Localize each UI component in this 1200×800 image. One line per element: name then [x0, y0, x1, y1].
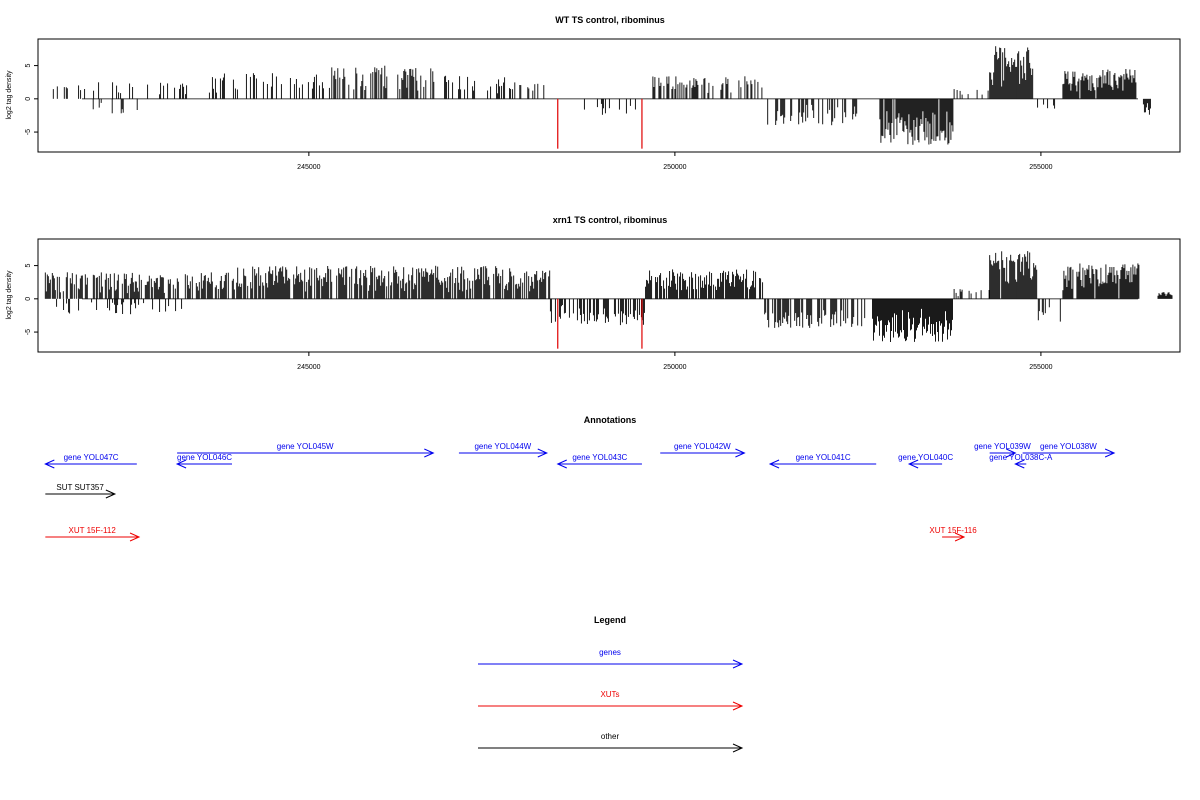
gene-label: gene YOL047C: [64, 453, 119, 462]
xut-label: XUT 15F-112: [69, 526, 117, 535]
y-tick-label: 5: [25, 64, 32, 68]
feature-arrowhead: [1104, 448, 1116, 458]
gene-feature: gene YOL041C: [768, 453, 877, 469]
y-tick-label: 0: [25, 97, 32, 101]
feature-arrowhead: [907, 459, 919, 469]
legend-item-label: other: [601, 732, 620, 741]
legend-item: XUTs: [478, 690, 744, 711]
wt-plot-frame: [37, 38, 1181, 153]
xrn1-panel-title: xrn1 TS control, ribominus: [553, 215, 668, 225]
gene-feature: gene YOL038C-A: [989, 453, 1053, 469]
gene-feature: gene YOL042W: [660, 442, 746, 458]
feature-arrowhead: [732, 659, 744, 669]
gene-label: gene YOL046C: [177, 453, 232, 462]
gene-feature: gene YOL045W: [177, 442, 435, 458]
x-tick-label: 250000: [663, 164, 686, 171]
xrn1-axes: -5 0 5 245000 250000 255000: [25, 264, 1053, 371]
gene-label: gene YOL045W: [277, 442, 334, 451]
legend-title: Legend: [594, 615, 626, 625]
xrn1-density-panel: xrn1 TS control, ribominus log2 tag dens…: [6, 215, 1181, 371]
legend-item-label: XUTs: [600, 690, 619, 699]
x-tick-label: 250000: [663, 364, 686, 371]
xut-label: XUT 15F-116: [929, 526, 977, 535]
legend-item: other: [478, 732, 744, 753]
xut-feature: XUT 15F-112: [45, 526, 141, 542]
feature-arrowhead: [735, 448, 746, 458]
feature-arrowhead: [768, 459, 780, 469]
annotations-track: Annotations gene YOL047C gene YOL046Cgene…: [44, 415, 1116, 542]
feature-arrowhead: [556, 459, 567, 469]
legend-item: genes: [478, 648, 744, 669]
feature-arrowhead: [732, 743, 744, 753]
other-feature: SUT SUT357: [45, 483, 117, 499]
y-tick-label: 5: [25, 264, 32, 268]
feature-arrowhead: [732, 701, 744, 711]
x-tick-label: 245000: [297, 364, 320, 371]
feature-arrowhead: [537, 448, 549, 458]
other-label: SUT SUT357: [56, 483, 104, 492]
gene-feature: gene YOL046C: [175, 453, 232, 469]
feature-arrowhead: [424, 448, 435, 458]
feature-arrowhead: [175, 459, 187, 469]
gene-label: gene YOL043C: [572, 453, 627, 462]
xut-feature: XUT 15F-116: [929, 526, 977, 542]
wt-y-axis-label: log2 tag density: [6, 70, 13, 120]
xrn1-y-axis-label: log2 tag density: [6, 270, 13, 320]
feature-arrowhead: [105, 489, 117, 499]
gene-label: gene YOL038W: [1040, 442, 1097, 451]
wt-panel-title: WT TS control, ribominus: [555, 15, 665, 25]
wt-density-panel: WT TS control, ribominus log2 tag densit…: [6, 15, 1181, 171]
gene-label: gene YOL044W: [474, 442, 531, 451]
y-tick-label: 0: [25, 297, 32, 301]
x-tick-label: 245000: [297, 164, 320, 171]
feature-arrowhead: [954, 532, 966, 542]
feature-arrowhead: [44, 459, 55, 469]
gene-feature: gene YOL038W: [1022, 442, 1116, 458]
gene-feature: gene YOL040C: [898, 453, 953, 469]
gene-label: gene YOL040C: [898, 453, 953, 462]
feature-arrowhead: [1014, 459, 1025, 469]
gene-feature: gene YOL044W: [458, 442, 549, 458]
annotation-features: gene YOL047C gene YOL046C gene YOL045W gene…: [44, 442, 1116, 542]
y-tick-label: -5: [25, 329, 32, 335]
xrn1-bars: [44, 251, 1173, 349]
feature-arrowhead: [1006, 448, 1017, 458]
x-tick-label: 255000: [1029, 164, 1052, 171]
gene-label: gene YOL042W: [674, 442, 731, 451]
x-tick-label: 255000: [1029, 364, 1052, 371]
xrn1-plot-frame: [37, 238, 1181, 353]
gene-label: gene YOL038C-A: [989, 453, 1053, 462]
legend-item-label: genes: [599, 648, 621, 657]
gene-feature: gene YOL047C: [44, 453, 137, 469]
gene-feature: gene YOL043C: [556, 453, 642, 469]
gene-label: gene YOL041C: [796, 453, 851, 462]
feature-arrowhead: [129, 532, 141, 542]
legend: Legend genes XUTs other: [478, 615, 744, 753]
gene-label: gene YOL039W: [974, 442, 1031, 451]
legend-items: genes XUTs other: [478, 648, 744, 753]
wt-bars: [52, 46, 1151, 149]
annotations-title: Annotations: [584, 415, 637, 425]
y-tick-label: -5: [25, 129, 32, 135]
wt-axes: -5 0 5 245000 250000 255000: [25, 64, 1053, 171]
gene-feature: gene YOL039W: [974, 442, 1031, 458]
